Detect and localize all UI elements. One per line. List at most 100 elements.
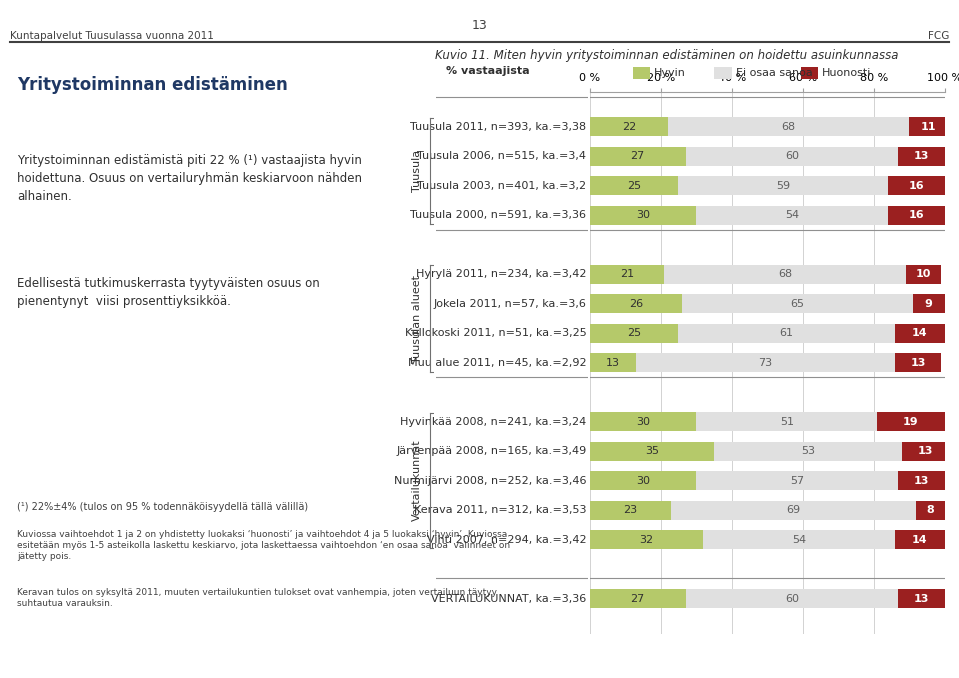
Bar: [590, 471, 696, 490]
Bar: [590, 176, 679, 195]
Bar: [590, 205, 696, 225]
Bar: [899, 589, 945, 608]
Text: 65: 65: [790, 299, 805, 308]
Text: Vihti 2007, n=294, ka.=3,42: Vihti 2007, n=294, ka.=3,42: [427, 534, 586, 544]
Text: 11: 11: [921, 122, 936, 132]
Text: 14: 14: [912, 534, 927, 544]
Text: 59: 59: [776, 181, 790, 191]
Text: Huonosti: Huonosti: [822, 68, 871, 78]
Text: Tuusula 2003, n=401, ka.=3,2: Tuusula 2003, n=401, ka.=3,2: [417, 181, 586, 191]
Text: 23: 23: [623, 505, 638, 515]
Text: Hyvinkää 2008, n=241, ka.=3,24: Hyvinkää 2008, n=241, ka.=3,24: [400, 417, 586, 426]
Text: Edellisestä tutkimuskerrasta tyytyväisten osuus on
pienentynyt  viisi prosenttiy: Edellisestä tutkimuskerrasta tyytyväiste…: [17, 277, 319, 308]
Bar: [590, 530, 703, 549]
Bar: [895, 530, 945, 549]
Text: Yritystoiminnan edistämistä piti 22 % (¹) vastaajista hyvin
hoidettuna. Osuus on: Yritystoiminnan edistämistä piti 22 % (¹…: [17, 155, 362, 203]
Bar: [916, 500, 945, 520]
Bar: [590, 323, 679, 343]
Bar: [696, 471, 899, 490]
Text: 25: 25: [627, 181, 642, 191]
Text: Yritystoiminnan edistäminen: Yritystoiminnan edistäminen: [17, 77, 288, 94]
Text: 54: 54: [792, 534, 807, 544]
Text: Tuusula 2006, n=515, ka.=3,4: Tuusula 2006, n=515, ka.=3,4: [417, 151, 586, 161]
Text: Kuvio 11. Miten hyvin yritystoiminnan edistäminen on hoidettu asuinkunnassa: Kuvio 11. Miten hyvin yritystoiminnan ed…: [434, 49, 899, 62]
Text: Keravan tulos on syksyltä 2011, muuten vertailukuntien tulokset ovat vanhempia, : Keravan tulos on syksyltä 2011, muuten v…: [17, 588, 497, 608]
Bar: [713, 441, 902, 461]
Text: 26: 26: [629, 299, 643, 308]
Text: Muu alue 2011, n=45, ka.=2,92: Muu alue 2011, n=45, ka.=2,92: [408, 358, 586, 367]
Text: Jokela 2011, n=57, ka.=3,6: Jokela 2011, n=57, ka.=3,6: [433, 299, 586, 308]
Text: 10: 10: [916, 269, 931, 279]
Bar: [877, 412, 945, 431]
Bar: [895, 323, 945, 343]
Text: Ei osaa sanoa: Ei osaa sanoa: [736, 68, 812, 78]
Bar: [636, 353, 895, 372]
Text: Nurmijärvi 2008, n=252, ka.=3,46: Nurmijärvi 2008, n=252, ka.=3,46: [394, 476, 586, 485]
Text: Kerava 2011, n=312, ka.=3,53: Kerava 2011, n=312, ka.=3,53: [414, 505, 586, 515]
Text: FCG: FCG: [928, 31, 949, 41]
Text: 9: 9: [924, 299, 932, 308]
Bar: [682, 294, 913, 313]
Bar: [590, 147, 686, 166]
Bar: [590, 441, 713, 461]
Text: Hyrylä 2011, n=234, ka.=3,42: Hyrylä 2011, n=234, ka.=3,42: [416, 269, 586, 279]
Bar: [909, 117, 948, 136]
Text: Kellokoski 2011, n=51, ka.=3,25: Kellokoski 2011, n=51, ka.=3,25: [405, 328, 586, 338]
Text: Kuntapalvelut Tuusulassa vuonna 2011: Kuntapalvelut Tuusulassa vuonna 2011: [10, 31, 214, 41]
Bar: [665, 264, 905, 284]
Text: 13: 13: [914, 476, 929, 485]
Text: 25: 25: [627, 328, 642, 338]
Text: 8: 8: [926, 505, 934, 515]
Text: % vastaajista: % vastaajista: [446, 66, 529, 76]
Bar: [888, 176, 945, 195]
Bar: [590, 589, 686, 608]
Bar: [679, 323, 895, 343]
Text: 13: 13: [914, 151, 929, 161]
Bar: [667, 117, 909, 136]
Text: 35: 35: [644, 446, 659, 456]
Text: 13: 13: [918, 446, 933, 456]
Text: 21: 21: [620, 269, 634, 279]
Text: 27: 27: [631, 151, 644, 161]
Bar: [888, 205, 945, 225]
Text: 19: 19: [903, 417, 919, 426]
Text: 30: 30: [636, 417, 650, 426]
Bar: [895, 353, 941, 372]
Text: 53: 53: [801, 446, 815, 456]
Text: 22: 22: [621, 122, 636, 132]
Text: Tuusula 2011, n=393, ka.=3,38: Tuusula 2011, n=393, ka.=3,38: [410, 122, 586, 132]
Text: Tuusula 2000, n=591, ka.=3,36: Tuusula 2000, n=591, ka.=3,36: [410, 210, 586, 220]
Bar: [590, 353, 636, 372]
Bar: [686, 147, 899, 166]
Bar: [899, 147, 945, 166]
Text: 13: 13: [472, 19, 487, 32]
Text: Vertailukunnat: Vertailukunnat: [412, 440, 422, 521]
Text: Kuviossa vaihtoehdot 1 ja 2 on yhdistetty luokaksi ‘huonosti’ ja vaihtoehdot 4 j: Kuviossa vaihtoehdot 1 ja 2 on yhdistett…: [17, 530, 510, 561]
Text: Hyvin: Hyvin: [654, 68, 686, 78]
Bar: [671, 500, 916, 520]
Text: 61: 61: [780, 328, 794, 338]
Bar: [590, 117, 667, 136]
Bar: [696, 205, 888, 225]
Bar: [902, 441, 948, 461]
Text: 60: 60: [785, 593, 799, 603]
Text: 30: 30: [636, 210, 650, 220]
Text: 73: 73: [759, 358, 773, 367]
Text: 16: 16: [908, 210, 924, 220]
Text: 16: 16: [908, 181, 924, 191]
Bar: [590, 264, 665, 284]
Bar: [905, 264, 941, 284]
Text: 30: 30: [636, 476, 650, 485]
Text: 32: 32: [640, 534, 654, 544]
Text: 68: 68: [782, 122, 796, 132]
Bar: [590, 500, 671, 520]
Bar: [696, 412, 877, 431]
Bar: [590, 412, 696, 431]
Text: 13: 13: [606, 358, 620, 367]
Text: VERTAILUKUNNAT, ka.=3,36: VERTAILUKUNNAT, ka.=3,36: [432, 593, 586, 603]
Text: 57: 57: [790, 476, 805, 485]
Text: 69: 69: [786, 505, 801, 515]
Text: Tuusulan alueet: Tuusulan alueet: [412, 275, 422, 363]
Text: 68: 68: [778, 269, 792, 279]
Bar: [686, 589, 899, 608]
